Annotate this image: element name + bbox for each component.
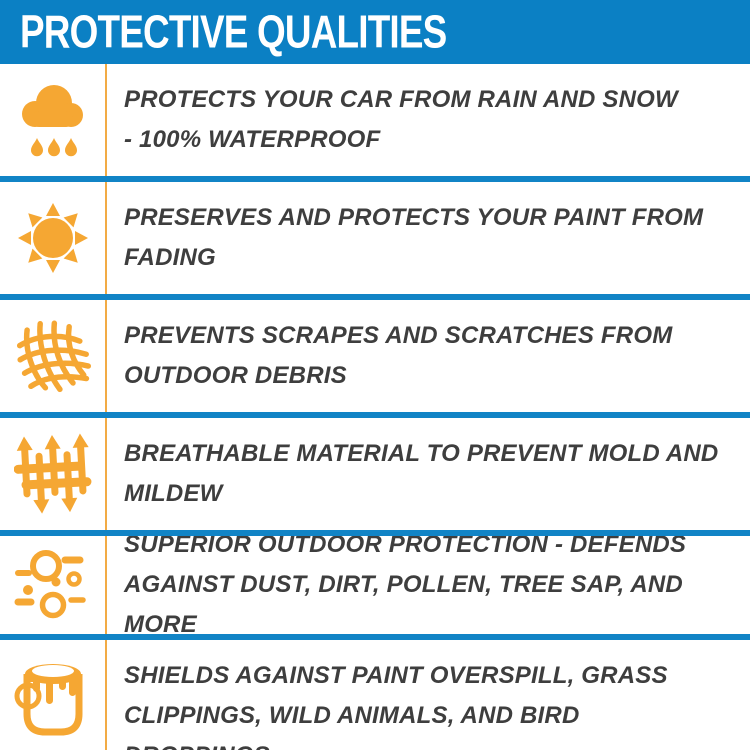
- feature-row-scratches: PREVENTS SCRAPES AND SCRATCHES FROM OUTD…: [0, 300, 750, 412]
- feature-text: PRESERVES AND PROTECTS YOUR PAINT FROM F…: [106, 182, 750, 294]
- sun-icon: [18, 203, 88, 273]
- row-divider: [0, 634, 750, 640]
- row-divider: [0, 412, 750, 418]
- feature-line: AGAINST DUST, DIRT, POLLEN, TREE SAP, AN…: [124, 571, 683, 638]
- row-divider: [0, 294, 750, 300]
- feature-line: BREATHABLE MATERIAL TO PREVENT MOLD AND: [124, 440, 719, 467]
- mesh-net-icon: [16, 320, 92, 393]
- feature-line: OUTDOOR DEBRIS: [124, 362, 347, 389]
- feature-rows: PROTECTS YOUR CAR FROM RAIN AND SNOW - 1…: [0, 64, 750, 750]
- feature-line: FADING: [124, 244, 216, 271]
- icon-text-divider-line: [105, 64, 107, 750]
- feature-text: PROTECTS YOUR CAR FROM RAIN AND SNOW - 1…: [106, 64, 750, 176]
- paint-bucket-icon: [14, 664, 83, 736]
- dust-particles-icon: [14, 550, 86, 619]
- feature-line: MILDEW: [124, 480, 223, 507]
- feature-text: PREVENTS SCRAPES AND SCRATCHES FROM OUTD…: [106, 300, 750, 412]
- feature-text: SUPERIOR OUTDOOR PROTECTION - DEFENDS AG…: [106, 531, 750, 638]
- feature-row-breathable: BREATHABLE MATERIAL TO PREVENT MOLD AND …: [0, 418, 750, 530]
- feature-line: PRESERVES AND PROTECTS YOUR PAINT FROM: [124, 204, 704, 231]
- row-divider: [0, 176, 750, 182]
- feature-line: CLIPPINGS, WILD ANIMALS, AND BIRD DROPPI…: [124, 702, 580, 750]
- feature-text: SHIELDS AGAINST PAINT OVERSPILL, GRASS C…: [106, 640, 750, 750]
- feature-line: PROTECTS YOUR CAR FROM RAIN AND SNOW: [124, 86, 678, 113]
- feature-line: SHIELDS AGAINST PAINT OVERSPILL, GRASS: [124, 662, 668, 689]
- rain-cloud-icon: [22, 85, 83, 157]
- page-title: PROTECTIVE QUALITIES: [20, 4, 447, 59]
- breathable-arrows-icon: [14, 433, 92, 514]
- row-divider: [0, 530, 750, 536]
- header-banner: PROTECTIVE QUALITIES: [0, 0, 750, 64]
- feature-line: - 100% WATERPROOF: [124, 126, 381, 153]
- feature-row-waterproof: PROTECTS YOUR CAR FROM RAIN AND SNOW - 1…: [0, 64, 750, 176]
- feature-row-outdoor-protection: SUPERIOR OUTDOOR PROTECTION - DEFENDS AG…: [0, 531, 750, 638]
- feature-row-fading: PRESERVES AND PROTECTS YOUR PAINT FROM F…: [0, 182, 750, 294]
- feature-line: PREVENTS SCRAPES AND SCRATCHES FROM: [124, 322, 673, 349]
- feature-text: BREATHABLE MATERIAL TO PREVENT MOLD AND …: [106, 418, 750, 530]
- feature-row-shields: SHIELDS AGAINST PAINT OVERSPILL, GRASS C…: [0, 640, 750, 750]
